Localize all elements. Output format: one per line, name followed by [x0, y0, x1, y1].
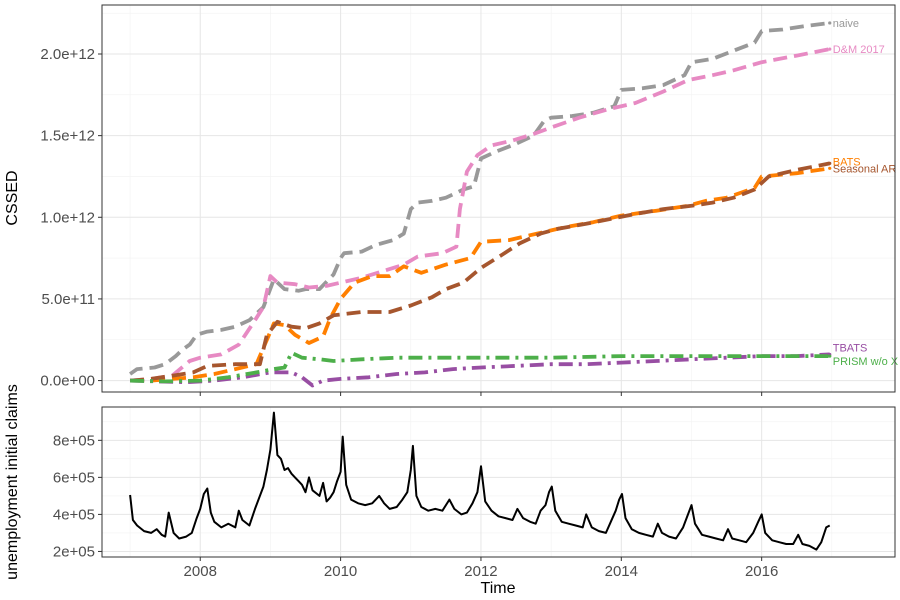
bottom-y-tick-label: 4e+05: [53, 506, 95, 523]
x-tick-label: 2014: [605, 563, 638, 580]
series-label: PRISM w/o X: [833, 356, 899, 368]
x-tick-label: 2016: [745, 563, 778, 580]
series-layer: [129, 21, 831, 551]
top-y-tick-label: 1.0e+12: [40, 209, 95, 226]
top-y-tick-label: 5.0e+11: [41, 291, 95, 308]
x-tick-label: 2008: [184, 563, 217, 580]
series-end-point: [828, 161, 832, 165]
bottom-y-tick-label: 8e+05: [53, 432, 95, 449]
series-label: D&M 2017: [833, 44, 885, 56]
top-panel-background: [102, 5, 895, 392]
series-end-point: [828, 354, 832, 358]
bottom-y-tick-label: 6e+05: [53, 469, 95, 486]
series-line-tbats: [130, 352, 830, 388]
top-panel-border: [101, 4, 896, 393]
series-end-point: [828, 21, 832, 25]
bottom-y-axis-title: unemployment initial claims: [4, 384, 21, 580]
bottom-panel-background: [102, 407, 895, 557]
x-axis-title: Time: [481, 580, 516, 597]
series-label: Seasonal AR: [833, 163, 897, 175]
series-label: BATS: [833, 156, 861, 168]
series-end-point: [828, 47, 832, 51]
series-label: naive: [833, 18, 859, 30]
claims-line: [129, 411, 831, 551]
grid-layer: [102, 5, 895, 557]
top-y-tick-label: 1.5e+12: [40, 128, 95, 145]
top-y-tick-label: 0.0e+00: [40, 373, 95, 390]
tick-layer: 0.0e+00 5.0e+11 1.0e+12 1.5e+12 2.0e+12 2e+05…: [40, 46, 778, 580]
top-y-tick-label: 2.0e+12: [40, 46, 95, 63]
bottom-panel-border: [101, 406, 896, 558]
series-line-d-m-2017: [129, 47, 831, 383]
series-label: TBATS: [833, 342, 868, 354]
series-line-naive: [129, 21, 830, 376]
x-tick-label: 2012: [464, 563, 497, 580]
series-line-bats: [130, 166, 830, 383]
top-y-axis-title: CSSED: [4, 170, 21, 225]
bottom-y-tick-label: 2e+05: [53, 543, 95, 560]
series-line-prism-w-o-x: [130, 350, 830, 384]
x-tick-label: 2010: [324, 563, 357, 580]
series-end-point: [828, 166, 832, 170]
